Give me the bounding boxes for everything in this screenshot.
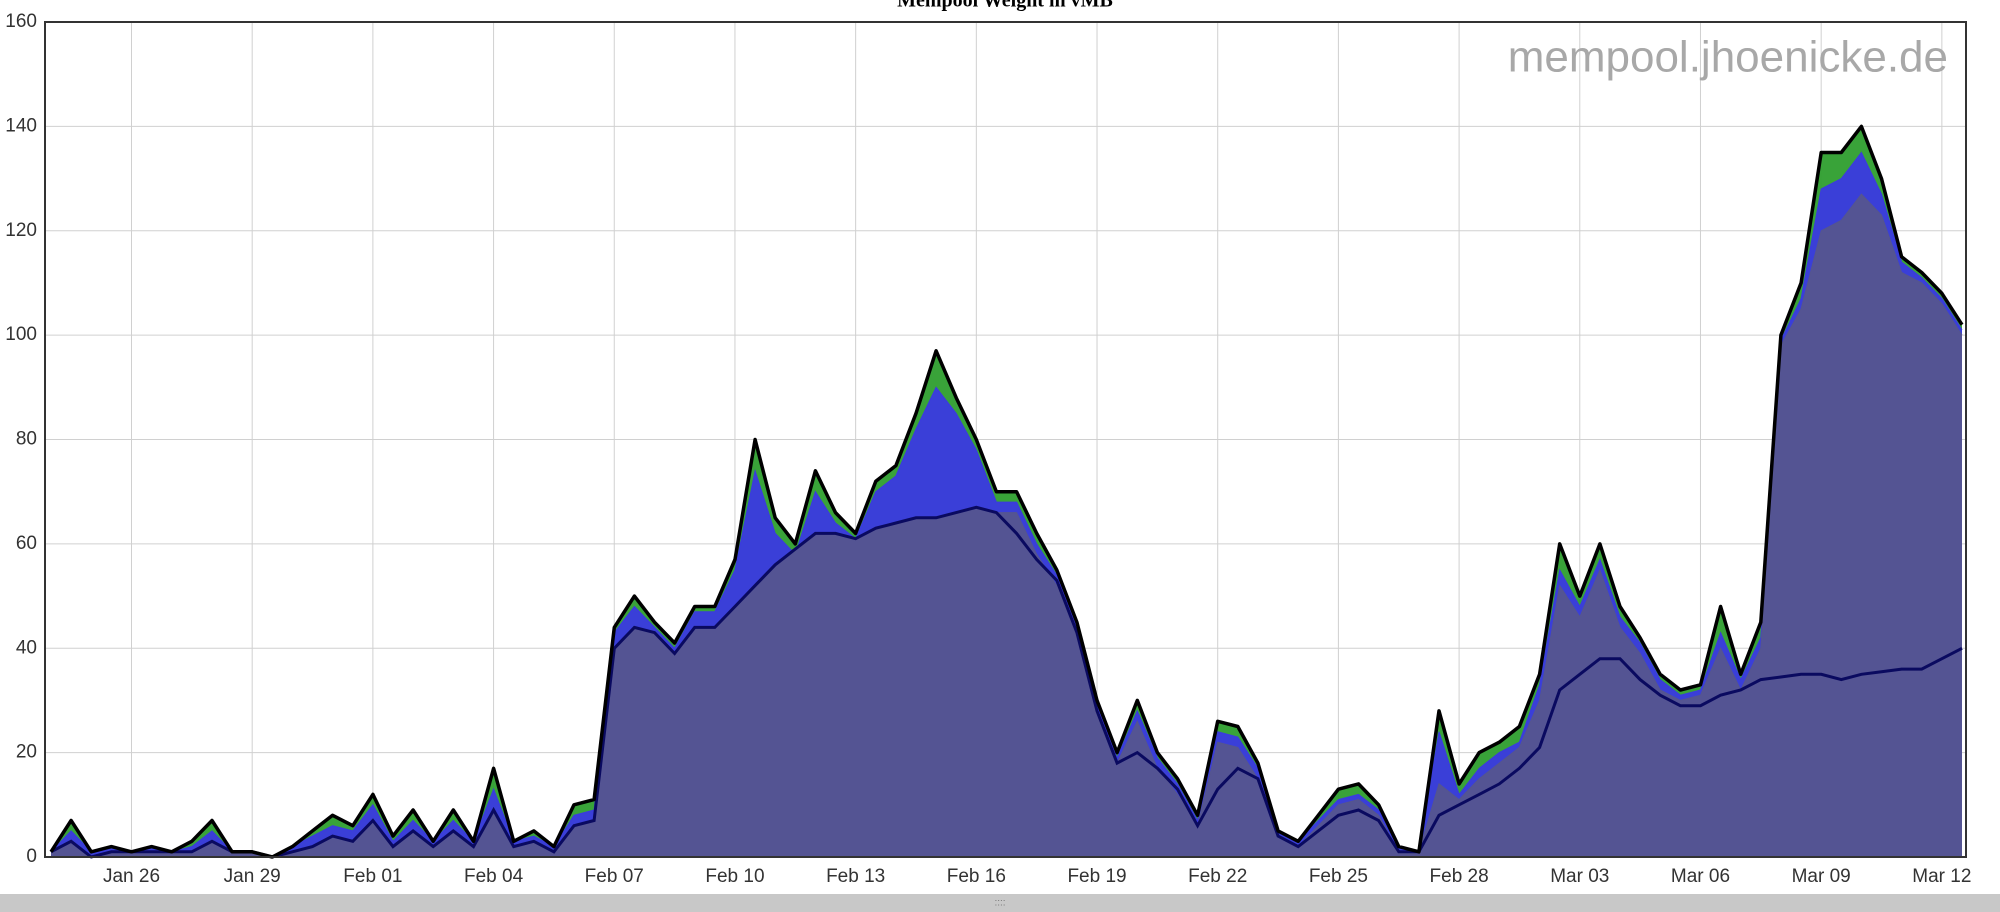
x-tick-label: Mar 03 <box>1550 866 1609 887</box>
y-tick-label: 140 <box>5 115 37 136</box>
area <box>51 152 1962 857</box>
y-tick-label: 40 <box>16 637 37 658</box>
scrollbar-grip[interactable]: :::: <box>994 898 1005 909</box>
watermark: mempool.jhoenicke.de <box>1508 33 1948 82</box>
y-tick-label: 160 <box>5 11 37 32</box>
x-tick-label: Mar 12 <box>1912 866 1971 887</box>
y-tick-label: 0 <box>26 846 37 867</box>
area <box>51 194 1962 857</box>
plot-frame <box>44 21 1967 858</box>
x-tick-label: Feb 22 <box>1188 866 1247 887</box>
x-tick-label: Jan 26 <box>103 866 160 887</box>
y-tick-label: 100 <box>5 324 37 345</box>
x-tick-label: Feb 28 <box>1430 866 1489 887</box>
x-tick-label: Mar 09 <box>1792 866 1851 887</box>
y-tick-label: 60 <box>16 533 37 554</box>
y-tick-label: 80 <box>16 429 37 450</box>
x-tick-label: Feb 04 <box>464 866 524 887</box>
x-tick-label: Feb 01 <box>343 866 402 887</box>
area-edge <box>50 151 1963 858</box>
x-tick-label: Feb 07 <box>585 866 644 887</box>
x-tick-label: Jan 29 <box>224 866 281 887</box>
y-tick-label: 20 <box>16 742 37 763</box>
x-tick-label: Feb 19 <box>1067 866 1126 887</box>
y-tick-label: 120 <box>5 220 37 241</box>
x-tick-label: Mar 06 <box>1671 866 1730 887</box>
x-tick-label: Feb 25 <box>1309 866 1368 887</box>
plot: 0 20 40 60 80 100 120 140 160 Jan 26 Jan 29 Feb 01 F… <box>5 11 1971 887</box>
scrollbar[interactable] <box>0 894 2000 912</box>
line <box>50 505 1963 859</box>
x-tick-label: Feb 16 <box>947 866 1006 887</box>
outline <box>49 124 1964 859</box>
x-tick-label: Feb 13 <box>826 866 885 887</box>
x-tick-label: Feb 10 <box>705 866 764 887</box>
chart-title: Mempool Weight in vMB <box>897 0 1113 12</box>
